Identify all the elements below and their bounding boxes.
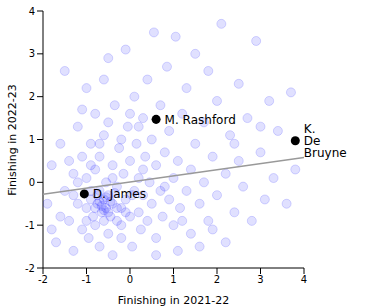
svg-text:4: 4 [301,274,307,285]
svg-text:3: 3 [257,274,263,285]
svg-text:-2: -2 [38,274,48,285]
svg-text:1: 1 [29,134,35,145]
svg-text:-1: -1 [25,220,35,231]
svg-text:D. James: D. James [93,187,146,201]
svg-text:-2: -2 [25,263,35,274]
svg-text:1: 1 [170,274,176,285]
svg-text:0: 0 [29,177,35,188]
svg-text:3: 3 [29,48,35,59]
svg-text:K.DeBruyne: K.DeBruyne [304,122,347,160]
svg-text:Finishing in 2021-22: Finishing in 2021-22 [118,294,229,306]
svg-text:2: 2 [29,91,35,102]
svg-text:-1: -1 [82,274,92,285]
html-text:Finishing in 2022-23: Finishing in 2022-23 [5,83,19,196]
svg-text:4: 4 [29,6,35,17]
svg-text:2: 2 [214,274,220,285]
svg-text:0: 0 [127,274,133,285]
svg-text:M. Rashford: M. Rashford [165,113,236,127]
